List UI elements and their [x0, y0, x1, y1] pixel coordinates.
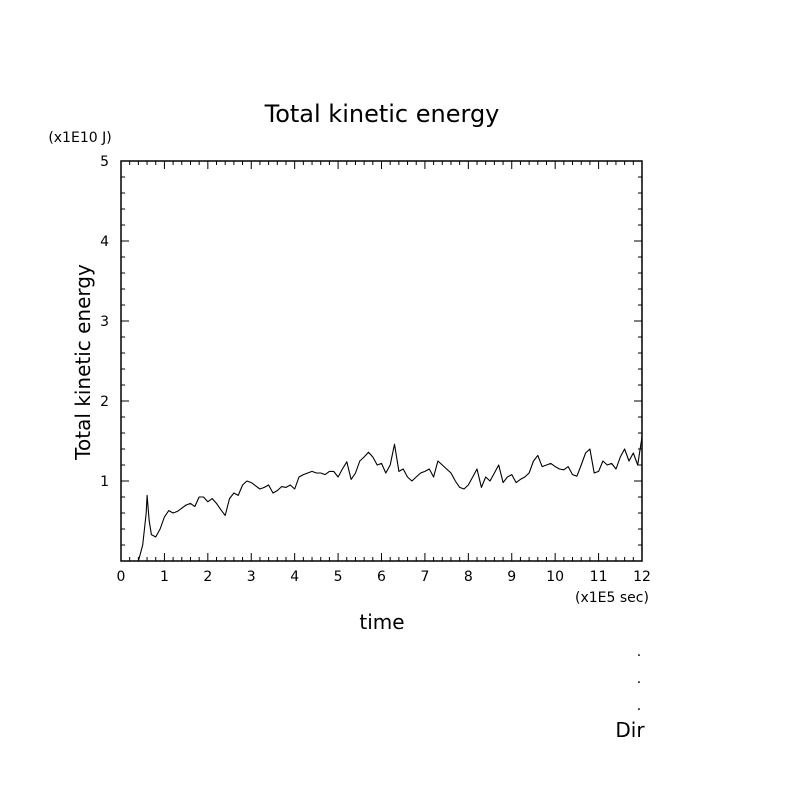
y-tick-label: 4 — [100, 234, 109, 250]
y-unit-label: (x1E10 J) — [48, 130, 111, 146]
x-tick-label: 0 — [117, 569, 126, 585]
x-tick-label: 5 — [334, 569, 343, 585]
annotation-label: Dir — [615, 718, 645, 742]
x-tick-label: 8 — [464, 569, 473, 585]
plot-frame — [120, 160, 643, 562]
annotation-mark-1: . — [637, 644, 641, 660]
x-tick-label: 9 — [507, 569, 516, 585]
x-tick-label: 4 — [290, 569, 299, 585]
x-tick-labels: 0 1 2 3 4 5 6 7 8 9 10 11 12 — [117, 569, 651, 585]
x-tick-label: 12 — [633, 569, 651, 585]
series-group — [137, 436, 643, 562]
series-line-0 — [137, 436, 643, 562]
x-tick-label: 3 — [247, 569, 256, 585]
y-tick-labels: 1 2 3 4 5 — [100, 154, 109, 490]
x-tick-label: 1 — [160, 569, 169, 585]
direction-annotation: . . . Dir — [615, 644, 645, 742]
y-tick-label: 5 — [100, 154, 109, 170]
y-tick-label: 3 — [100, 314, 109, 330]
y-tick-label: 2 — [100, 394, 109, 410]
x-axis-label: time — [359, 610, 404, 634]
x-tick-label: 6 — [377, 569, 386, 585]
x-tick-label: 7 — [420, 569, 429, 585]
x-tick-label: 10 — [546, 569, 564, 585]
annotation-mark-3: . — [637, 698, 641, 714]
annotation-mark-2: . — [637, 671, 641, 687]
x-unit-label: (x1E5 sec) — [575, 590, 649, 606]
y-axis-label: Total kinetic energy — [71, 264, 95, 461]
x-tick-label: 11 — [590, 569, 608, 585]
chart-title: Total kinetic energy — [264, 100, 500, 128]
x-tick-label: 2 — [203, 569, 212, 585]
axis-ticks — [120, 160, 643, 562]
y-tick-label: 1 — [100, 474, 109, 490]
